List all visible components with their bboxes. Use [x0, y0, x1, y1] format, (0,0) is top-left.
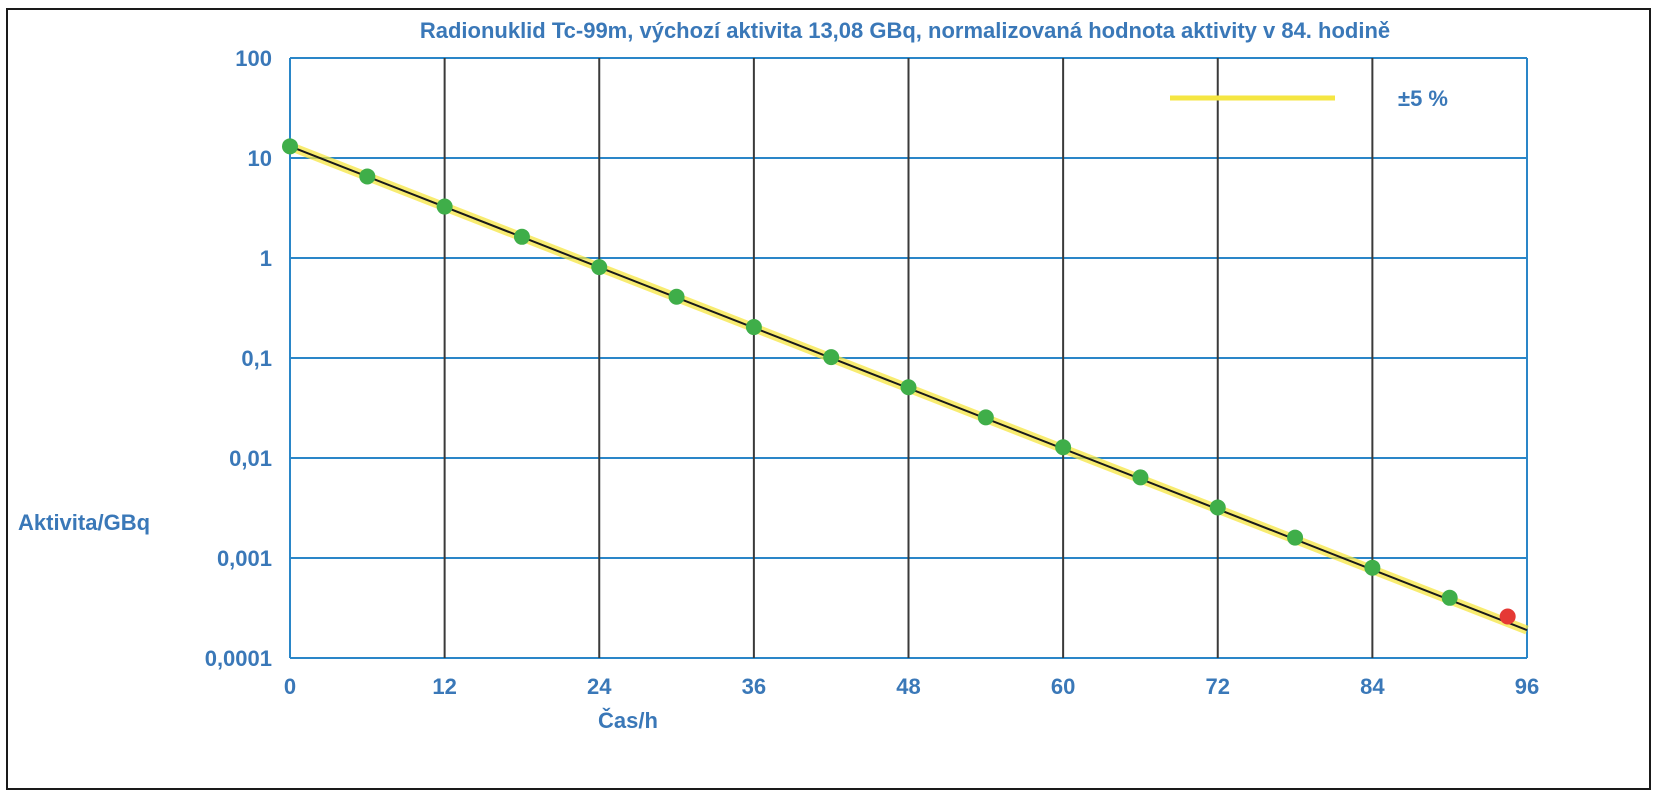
y-tick-label: 100	[235, 46, 272, 71]
highlight-point	[1499, 608, 1516, 625]
data-point	[1055, 439, 1072, 456]
data-point	[745, 319, 762, 336]
x-tick-label: 48	[896, 674, 920, 699]
data-points	[282, 138, 1516, 625]
x-axis-label: Čas/h	[598, 708, 658, 733]
data-point	[823, 349, 840, 366]
data-point	[1441, 589, 1458, 606]
x-tick-label: 72	[1206, 674, 1230, 699]
data-point	[1209, 499, 1226, 516]
x-tick-labels: 0 12 24 36 48 60 72 84 96	[284, 674, 1539, 699]
data-point	[900, 379, 917, 396]
data-point	[282, 138, 298, 155]
y-axis-label: Aktivita/GBq	[18, 510, 150, 535]
data-point	[513, 228, 530, 245]
x-tick-label: 12	[432, 674, 456, 699]
data-point	[1287, 529, 1304, 546]
legend-label: ±5 %	[1398, 86, 1448, 111]
data-point	[1132, 469, 1149, 486]
data-point	[1364, 559, 1381, 576]
chart-frame	[6, 8, 1651, 790]
y-tick-label: 10	[248, 146, 272, 171]
legend: ±5 %	[1170, 86, 1448, 111]
x-tick-label: 0	[284, 674, 296, 699]
chart-title: Radionuklid Tc-99m, výchozí aktivita 13,…	[420, 18, 1390, 43]
y-tick-labels: 100 10 1 0,1 0,01 0,001 0,0001	[205, 46, 272, 671]
data-point	[591, 259, 608, 276]
data-point	[359, 168, 376, 185]
x-tick-label: 24	[587, 674, 612, 699]
data-point	[668, 288, 685, 305]
y-tick-label: 0,1	[241, 346, 272, 371]
y-tick-label: 0,01	[229, 446, 272, 471]
x-tick-label: 84	[1360, 674, 1385, 699]
x-tick-label: 96	[1515, 674, 1539, 699]
grid-lines	[289, 57, 1528, 659]
y-tick-label: 0,001	[217, 546, 272, 571]
x-tick-label: 60	[1051, 674, 1075, 699]
x-tick-label: 36	[742, 674, 766, 699]
y-tick-label: 1	[260, 246, 272, 271]
data-point	[436, 198, 453, 215]
y-tick-label: 0,0001	[205, 646, 272, 671]
data-point	[977, 409, 994, 426]
